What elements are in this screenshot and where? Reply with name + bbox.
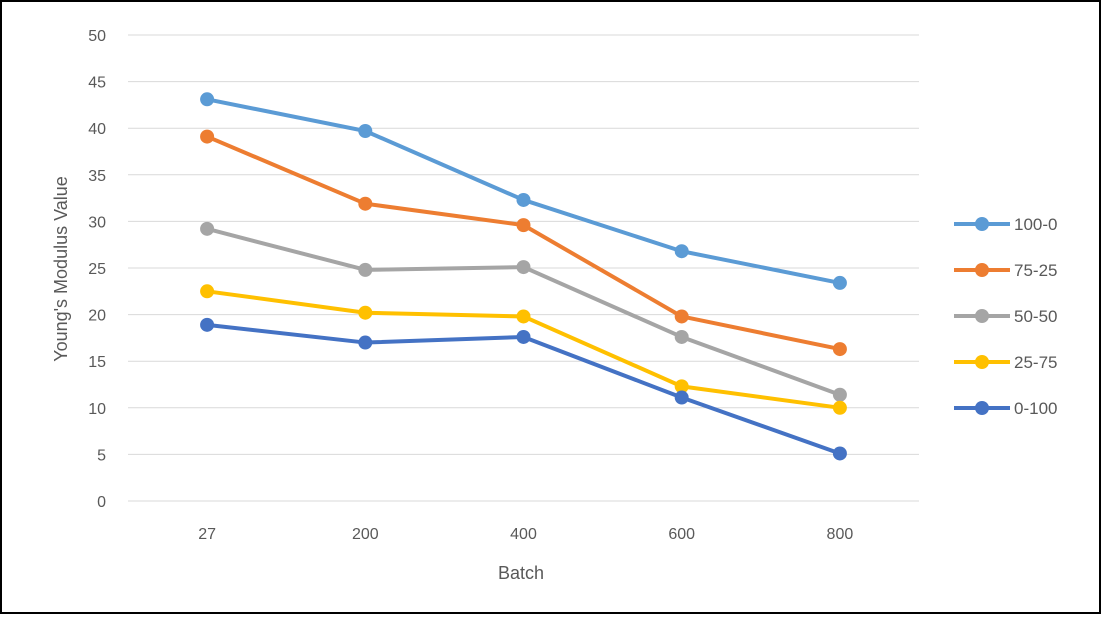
data-point	[832, 400, 847, 415]
data-point	[516, 329, 531, 344]
data-point	[674, 244, 689, 259]
legend-item: 75-25	[954, 261, 1057, 280]
data-point	[200, 317, 215, 332]
series-75-25	[200, 129, 847, 357]
data-point	[832, 446, 847, 461]
data-point	[358, 262, 373, 277]
data-point	[674, 379, 689, 394]
y-tick-label: 30	[88, 214, 106, 231]
y-tick-label: 10	[88, 401, 106, 418]
legend-swatch-marker	[975, 355, 989, 369]
x-tick-label: 200	[352, 526, 379, 543]
data-point	[832, 342, 847, 357]
y-tick-label: 50	[88, 28, 106, 45]
data-point	[516, 192, 531, 207]
series-0-100	[200, 317, 847, 461]
legend-label: 50-50	[1014, 307, 1057, 326]
legend-label: 0-100	[1014, 399, 1057, 418]
legend-swatch-marker	[975, 401, 989, 415]
legend-swatch-marker	[975, 217, 989, 231]
y-tick-label: 25	[88, 261, 106, 278]
legend-item: 25-75	[954, 353, 1057, 372]
data-point	[200, 92, 215, 107]
data-point	[358, 335, 373, 350]
series-50-50	[200, 221, 847, 402]
y-tick-label: 5	[97, 447, 106, 464]
legend-label: 75-25	[1014, 261, 1057, 280]
legend-item: 100-0	[954, 215, 1057, 234]
data-point	[358, 123, 373, 138]
legend-item: 50-50	[954, 307, 1057, 326]
legend: 100-0 75-25 50-50 25-75 0-100	[954, 215, 1057, 418]
data-point	[832, 275, 847, 290]
y-tick-label: 40	[88, 121, 106, 138]
y-axis-title: Young's Modulus Value	[51, 176, 71, 362]
x-tick-label: 27	[198, 526, 216, 543]
x-tick-label: 400	[510, 526, 537, 543]
data-point	[200, 221, 215, 236]
series-100-0	[200, 92, 847, 290]
data-point	[516, 218, 531, 233]
legend-label: 100-0	[1014, 215, 1057, 234]
data-point	[516, 260, 531, 275]
y-tick-label: 15	[88, 354, 106, 371]
x-tick-label: 600	[668, 526, 695, 543]
data-point	[200, 284, 215, 299]
y-tick-label: 35	[88, 168, 106, 185]
data-point	[674, 329, 689, 344]
legend-label: 25-75	[1014, 353, 1057, 372]
y-axis-ticks: 0 5 10 15 20 25 30 35 40 45 50	[88, 28, 106, 511]
x-axis-ticks: 27 200 400 600 800	[198, 526, 853, 543]
series-line	[205, 289, 842, 410]
data-point	[832, 387, 847, 402]
series-lines	[200, 92, 847, 461]
y-tick-label: 45	[88, 75, 106, 92]
data-point	[358, 305, 373, 320]
data-point	[200, 129, 215, 144]
series-line	[205, 322, 842, 456]
data-point	[674, 390, 689, 405]
x-tick-label: 800	[827, 526, 854, 543]
y-tick-label: 0	[97, 494, 106, 511]
data-point	[674, 309, 689, 324]
data-point	[516, 309, 531, 324]
y-tick-label: 20	[88, 308, 106, 325]
data-point	[358, 196, 373, 211]
legend-swatch-marker	[975, 263, 989, 277]
series-25-75	[200, 284, 847, 415]
x-axis-title: Batch	[498, 563, 544, 583]
legend-item: 0-100	[954, 399, 1057, 418]
legend-swatch-marker	[975, 309, 989, 323]
